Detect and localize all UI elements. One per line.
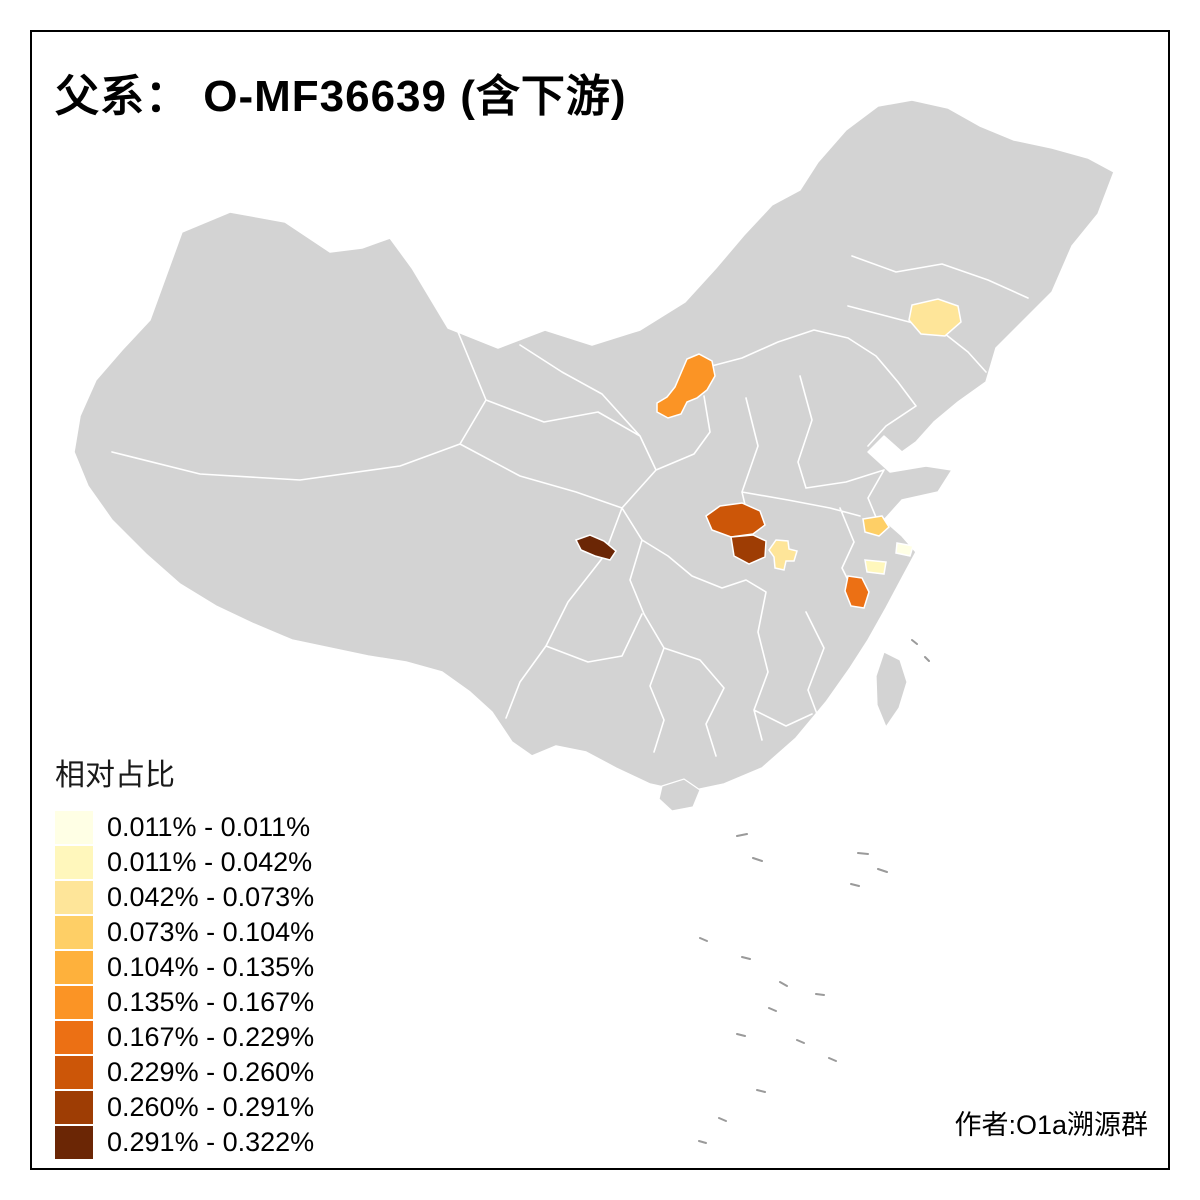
- map-region-central-1: [705, 502, 766, 538]
- map-region-northeast: [908, 298, 962, 337]
- legend-item: 0.229% - 0.260%: [55, 1055, 314, 1090]
- taiwan-island: [875, 651, 908, 729]
- map-region-west-central: [574, 534, 617, 561]
- legend-label: 0.229% - 0.260%: [107, 1057, 315, 1087]
- sea-islets: [698, 639, 930, 1144]
- map-region-southeast: [844, 575, 870, 609]
- map-region-north-central: [656, 353, 716, 419]
- legend-swatch: [55, 1126, 93, 1159]
- legend-label: 0.011% - 0.042%: [107, 847, 313, 877]
- legend-label: 0.042% - 0.073%: [107, 882, 315, 912]
- legend-swatch: [55, 1091, 93, 1124]
- legend-item: 0.135% - 0.167%: [55, 985, 314, 1020]
- legend-item: 0.291% - 0.322%: [55, 1125, 314, 1160]
- legend-item: 0.042% - 0.073%: [55, 880, 314, 915]
- legend-label: 0.073% - 0.104%: [107, 917, 315, 947]
- legend-swatch: [55, 811, 93, 844]
- legend-label: 0.291% - 0.322%: [107, 1127, 315, 1157]
- legend-item: 0.260% - 0.291%: [55, 1090, 314, 1125]
- legend-item: 0.011% - 0.011%: [55, 810, 314, 845]
- legend-swatch: [55, 986, 93, 1019]
- legend-item: 0.104% - 0.135%: [55, 950, 314, 985]
- legend-swatch: [55, 1021, 93, 1054]
- mainland-outline: [73, 99, 1115, 793]
- legend-label: 0.167% - 0.229%: [107, 1022, 315, 1052]
- figure-border: [30, 30, 1170, 1170]
- legend-item: 0.073% - 0.104%: [55, 915, 314, 950]
- map-region-central-pale: [768, 539, 798, 571]
- legend: 相对占比 0.011% - 0.011% 0.011% - 0.042% 0.0…: [55, 750, 314, 1160]
- map-region-east-1: [862, 515, 890, 537]
- map-region-east-2: [864, 559, 887, 575]
- credit-text: 作者:O1a溯源群: [954, 1110, 1148, 1140]
- legend-title: 相对占比: [55, 759, 175, 792]
- legend-label: 0.260% - 0.291%: [107, 1092, 315, 1122]
- legend-swatch: [55, 951, 93, 984]
- legend-label: 0.104% - 0.135%: [107, 952, 315, 982]
- legend-swatch: [55, 1056, 93, 1089]
- hainan-island: [658, 778, 701, 812]
- legend-swatch: [55, 881, 93, 914]
- legend-label: 0.135% - 0.167%: [107, 987, 315, 1017]
- legend-item: 0.011% - 0.042%: [55, 845, 314, 880]
- legend-label: 0.011% - 0.011%: [107, 812, 311, 842]
- map-region-east-coast: [895, 542, 914, 557]
- figure-title: 父系： O-MF36639 (含下游): [55, 72, 627, 121]
- legend-swatch: [55, 846, 93, 879]
- legend-swatch: [55, 916, 93, 949]
- legend-item: 0.167% - 0.229%: [55, 1020, 314, 1055]
- map-region-central-2: [730, 534, 767, 565]
